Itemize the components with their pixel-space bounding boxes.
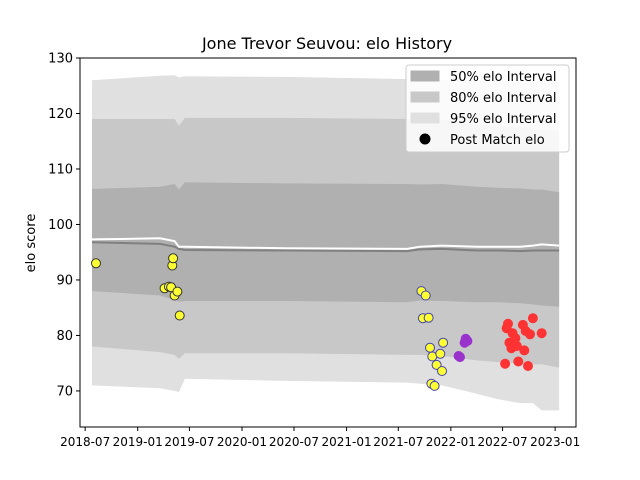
post-match-point <box>437 366 447 376</box>
legend-swatch <box>410 91 440 103</box>
x-tick-label: 2018-07 <box>60 435 110 449</box>
post-match-elo-line <box>91 237 560 250</box>
legend-label: 95% elo Interval <box>450 112 557 127</box>
x-tick-label: 2021-07 <box>373 435 423 449</box>
legend-swatch <box>410 112 440 124</box>
interval-bands <box>92 75 560 411</box>
x-tick-label: 2019-01 <box>113 435 163 449</box>
mean-elo-line <box>91 241 560 253</box>
post-match-point <box>435 348 446 359</box>
y-axis: 70 80 90 100 110 120 130 <box>48 52 80 399</box>
band-50 <box>92 182 560 307</box>
x-tick-label: 2019-07 <box>164 435 214 449</box>
y-tick-label: 80 <box>56 329 73 344</box>
x-tick-label: 2021-01 <box>322 435 372 449</box>
post-match-point <box>429 380 440 391</box>
y-tick-label: 120 <box>48 107 73 122</box>
x-tick-label: 2022-07 <box>478 435 528 449</box>
plot-area-frame <box>79 57 577 428</box>
y-tick-label: 70 <box>56 384 73 399</box>
elo-lines <box>91 237 560 253</box>
post-match-point <box>420 290 431 301</box>
x-tick-label: 2020-01 <box>217 435 267 449</box>
post-match-point <box>500 358 511 369</box>
y-axis-label: elo score <box>24 214 39 273</box>
post-match-point <box>527 313 538 324</box>
x-tick-label: 2022-01 <box>426 435 476 449</box>
post-match-point <box>423 312 434 323</box>
x-tick-label: 2020-07 <box>269 435 319 449</box>
chart-title: Jone Trevor Seuvou: elo History <box>201 34 452 53</box>
post-match-point <box>168 253 179 264</box>
x-tick-label: 2023-01 <box>530 435 580 449</box>
post-match-point <box>523 361 533 371</box>
post-match-point <box>455 352 465 363</box>
post-match-point <box>511 341 522 351</box>
post-match-points <box>91 253 547 391</box>
x-axis: 2018-07 2019-01 2019-07 2020-01 2020-07 2021-… <box>60 427 580 449</box>
post-match-point <box>91 258 101 269</box>
y-tick-label: 90 <box>56 273 73 288</box>
post-match-point <box>519 345 530 356</box>
legend-label: 80% elo Interval <box>450 91 557 106</box>
y-tick-label: 110 <box>48 162 73 177</box>
legend-marker <box>419 133 431 145</box>
y-tick-label: 100 <box>48 218 73 233</box>
legend: 50% elo Interval 80% elo Interval 95% elo … <box>405 64 570 153</box>
post-match-point <box>462 336 473 346</box>
post-match-point <box>438 337 449 348</box>
post-match-point <box>536 328 547 339</box>
legend-box <box>405 64 570 153</box>
post-match-point <box>503 318 513 329</box>
legend-swatch <box>410 70 440 82</box>
post-match-point <box>425 342 435 353</box>
post-match-point <box>513 356 524 367</box>
y-tick-label: 130 <box>48 52 73 67</box>
post-match-point <box>525 329 535 340</box>
post-match-point <box>172 286 183 297</box>
legend-label: 50% elo Interval <box>450 70 557 85</box>
legend-label: Post Match elo <box>450 133 545 148</box>
post-match-point <box>174 310 185 321</box>
